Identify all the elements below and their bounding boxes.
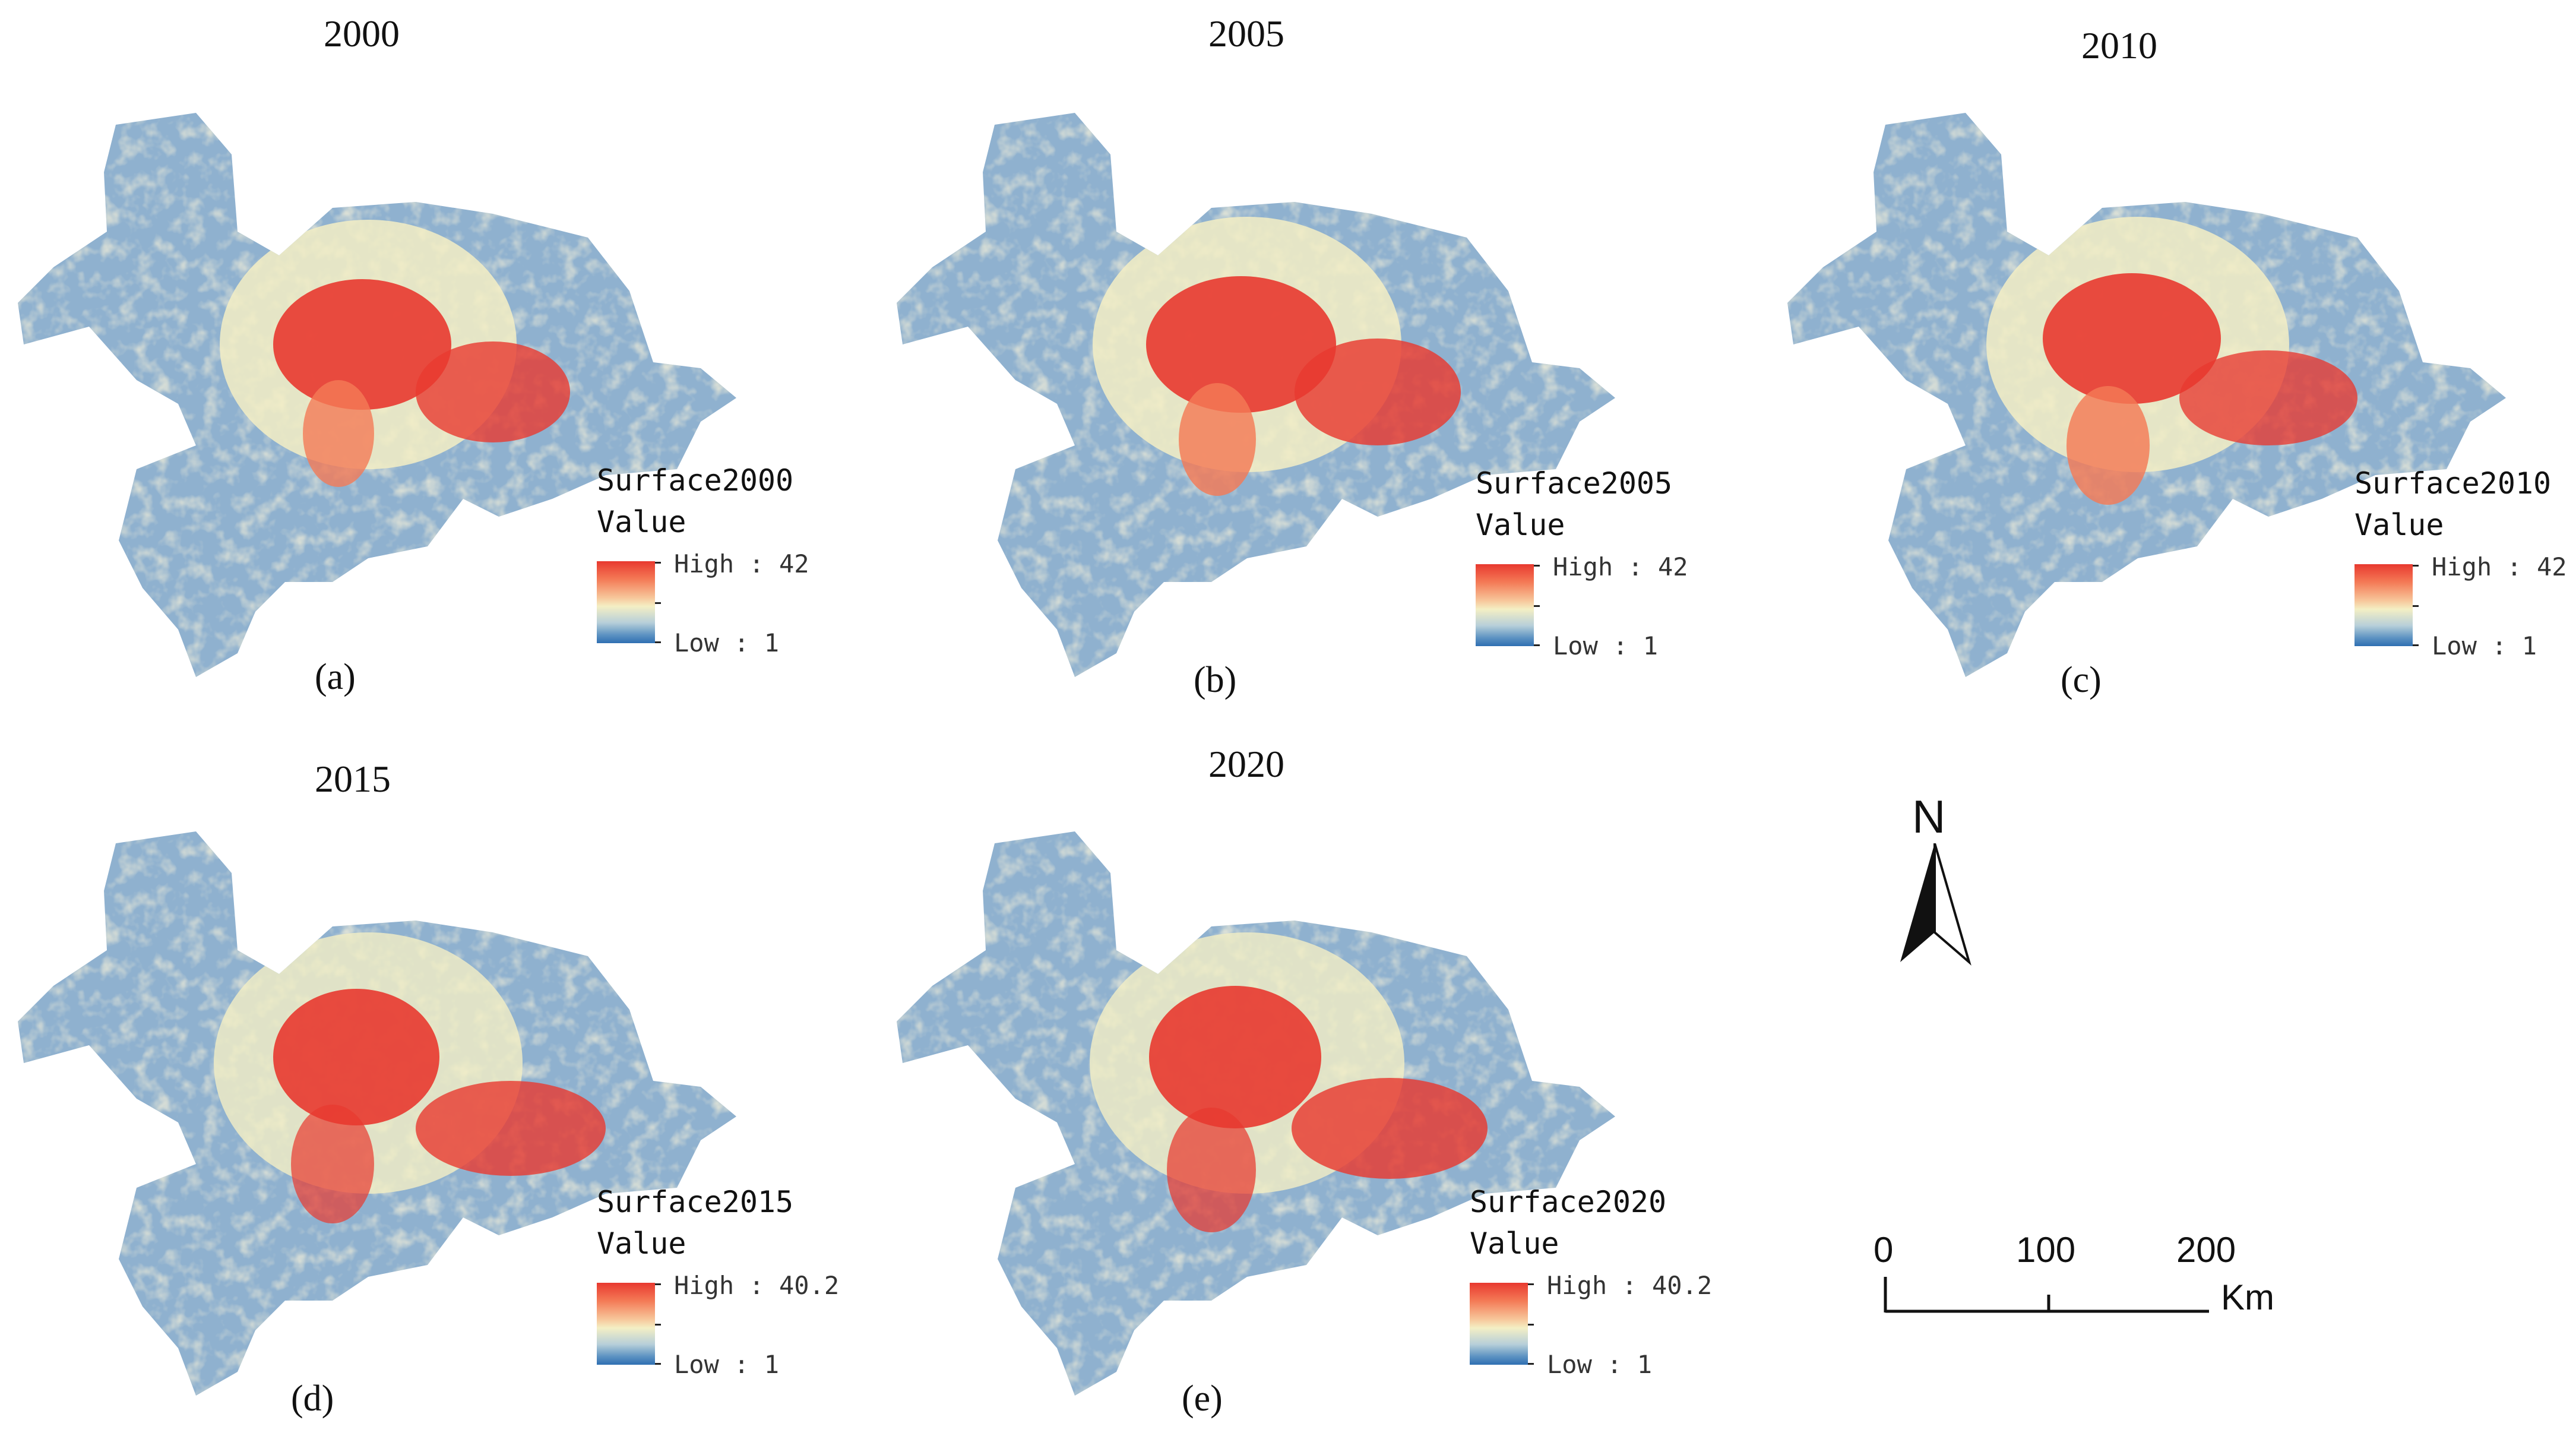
legend-field: Value [2355,508,2444,542]
legend-high: High : 40.2 [1547,1271,1713,1300]
map-panel-d: 2015 Surface2015 Value High : 40.2 Low :… [0,730,843,1436]
scale-bar-line [1884,1277,2209,1313]
hotspot-map [897,113,1615,677]
legend-title: Surface2020 [1470,1185,1667,1219]
scale-tick-0: 0 [1874,1230,1894,1270]
map-panel-c: 2010 Surface2010 Value High : 42 Low : 1… [1758,0,2576,713]
ramp-tick-high [1534,565,1540,567]
ramp-tick-mid [2413,605,2419,607]
legend-low: Low : 1 [1547,1350,1653,1379]
panel-year: 2005 [1208,12,1284,55]
ramp-tick-mid [1528,1324,1534,1326]
legend-low: Low : 1 [2432,631,2537,660]
color-ramp [1470,1283,1528,1365]
hotspot-map [1787,113,2506,677]
ramp-tick-low [655,641,661,643]
ramp-tick-high [655,562,661,564]
north-label: N [1912,790,1946,843]
ramp-tick-mid [655,602,661,604]
ramp-tick-high [655,1283,661,1285]
legend-low: Low : 1 [674,628,780,657]
ramp-tick-high [2413,565,2419,567]
scale-tick-100: 100 [2016,1230,2076,1270]
panel-label: (c) [2061,660,2102,700]
panel-label: (a) [315,657,356,697]
legend-field: Value [1470,1226,1559,1261]
color-ramp [1476,564,1534,646]
scale-tick-200: 200 [2176,1230,2236,1270]
ramp-tick-high [1528,1283,1534,1285]
legend-low: Low : 1 [674,1350,780,1379]
map-panel-a: 2000 Surface2000 Value High : 42 Low : 1… [0,0,843,713]
hotspot-map [18,831,736,1396]
ramp-tick-low [655,1363,661,1365]
legend-title: Surface2005 [1476,466,1673,501]
panel-year: 2000 [324,12,400,55]
legend-title: Surface2010 [2355,466,2552,501]
panel-year: 2015 [315,758,391,800]
map-panel-b: 2005 Surface2005 Value High : 42 Low : 1… [879,0,1722,713]
legend-title: Surface2000 [597,463,794,498]
legend-high: High : 42 [1553,552,1688,581]
legend-field: Value [1476,508,1565,542]
legend-field: Value [597,505,686,539]
scale-bar: 0 100 200 Km [1865,1229,2304,1324]
panel-label: (d) [291,1378,334,1419]
map-panel-e: 2020 Surface2020 Value High : 40.2 Low :… [879,730,1722,1436]
panel-year: 2010 [2081,24,2157,67]
color-ramp [597,1283,655,1365]
color-ramp [2355,564,2413,646]
panel-label: (e) [1182,1378,1223,1419]
legend-high: High : 40.2 [674,1271,840,1300]
legend-high: High : 42 [2432,552,2567,581]
hotspot-map [18,113,736,677]
legend-title: Surface2015 [597,1185,794,1219]
ramp-tick-mid [1534,605,1540,607]
legend-field: Value [597,1226,686,1261]
ramp-tick-low [1534,644,1540,646]
legend-high: High : 42 [674,549,809,578]
north-arrow-icon [1900,843,1971,966]
color-ramp [597,561,655,643]
panel-year: 2020 [1208,743,1284,785]
legend-low: Low : 1 [1553,631,1659,660]
ramp-tick-mid [655,1324,661,1326]
scale-unit: Km [2221,1277,2274,1317]
north-arrow: N [1894,790,1977,968]
panel-label: (b) [1194,660,1237,700]
ramp-tick-low [1528,1363,1534,1365]
hotspot-map [897,831,1615,1396]
ramp-tick-low [2413,644,2419,646]
